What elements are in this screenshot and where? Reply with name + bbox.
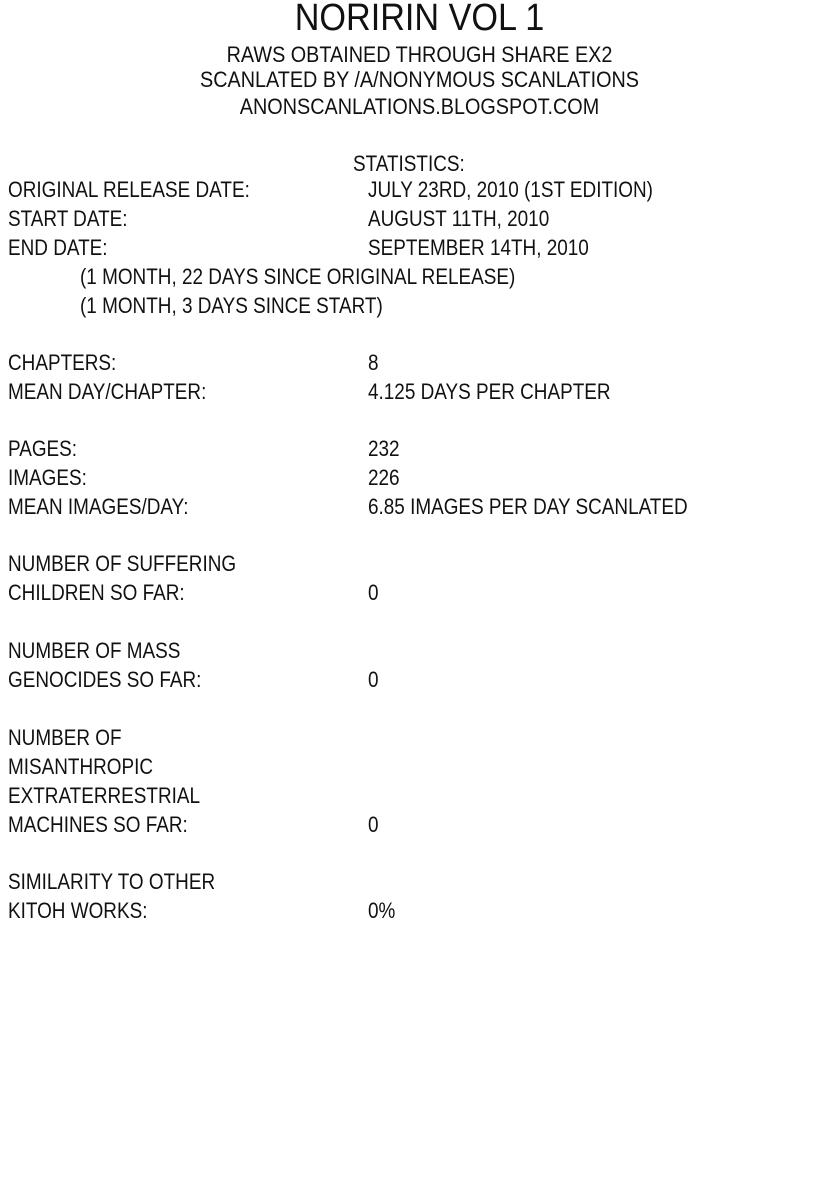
mean-images-value: 6.85 images per day scanlated bbox=[368, 494, 688, 519]
similarity-label-line1: Similarity to other bbox=[8, 869, 216, 894]
genocides-label-line2: genocides so far: bbox=[8, 667, 202, 692]
machines-label-line2: misanthropic bbox=[8, 754, 154, 779]
original-release-label: Original release date: bbox=[8, 177, 250, 202]
similarity-value: 0% bbox=[368, 898, 396, 923]
similarity-label-line2: Kitoh works: bbox=[8, 898, 148, 923]
genocides-value: 0 bbox=[368, 667, 379, 692]
genocides-label-line1: Number of mass bbox=[8, 638, 181, 663]
suffering-label-line2: children so far: bbox=[8, 580, 185, 605]
chapters-label: Chapters: bbox=[8, 350, 117, 375]
start-date-value: August 11th, 2010 bbox=[368, 206, 550, 231]
mean-day-label: Mean day/chapter: bbox=[8, 379, 207, 404]
machines-label-line1: Number of bbox=[8, 725, 122, 750]
end-date-label: End date: bbox=[8, 235, 108, 260]
end-date-value: September 14th, 2010 bbox=[368, 235, 589, 260]
statistics-heading: Statistics: bbox=[353, 151, 465, 176]
images-value: 226 bbox=[368, 465, 400, 490]
raws-credit: Raws obtained through Share EX2 bbox=[226, 42, 613, 67]
machines-value: 0 bbox=[368, 812, 379, 837]
machines-label-line4: machines so far: bbox=[8, 812, 188, 837]
website-url: anonscanlations.blogspot.com bbox=[239, 94, 600, 119]
page-title: Noririn Vol 1 bbox=[294, 0, 545, 39]
suffering-label-line1: Number of suffering bbox=[8, 551, 237, 576]
images-label: Images: bbox=[8, 465, 87, 490]
suffering-value: 0 bbox=[368, 580, 379, 605]
scanlator-credit: Scanlated by /a/nonymous Scanlations bbox=[199, 67, 640, 92]
mean-day-value: 4.125 days per chapter bbox=[368, 379, 611, 404]
mean-images-label: Mean images/day: bbox=[8, 494, 189, 519]
original-release-value: July 23rd, 2010 (1st edition) bbox=[368, 177, 653, 202]
pages-value: 232 bbox=[368, 436, 400, 461]
duration-note-release: (1 month, 22 days since original release… bbox=[80, 264, 516, 289]
start-date-label: Start date: bbox=[8, 206, 128, 231]
chapters-value: 8 bbox=[368, 350, 379, 375]
machines-label-line3: extraterrestrial bbox=[8, 783, 201, 808]
pages-label: Pages: bbox=[8, 436, 78, 461]
duration-note-start: (1 month, 3 days since start) bbox=[80, 293, 383, 318]
